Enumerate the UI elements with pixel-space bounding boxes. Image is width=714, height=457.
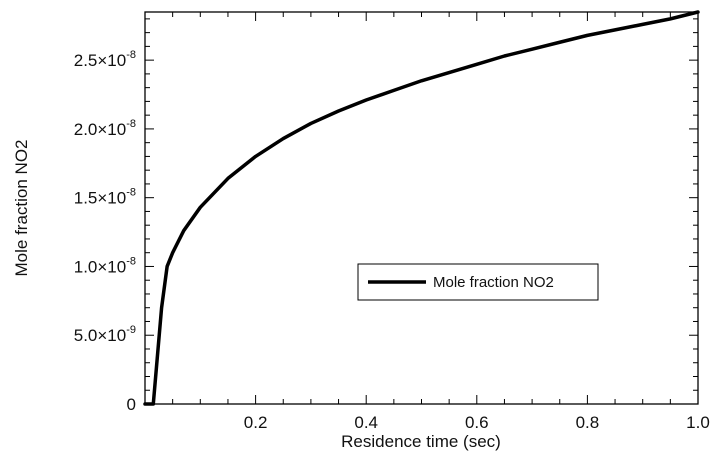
x-tick-label: 0.4 <box>354 413 378 432</box>
x-tick-labels: 0.2 0.4 0.6 0.8 1.0 <box>244 413 710 432</box>
x-tick-label: 0.6 <box>465 413 489 432</box>
y-tick-label: 5.0×10-9 <box>74 324 136 345</box>
ticks <box>145 12 698 404</box>
y-tick-label: 0 <box>127 395 136 414</box>
legend: Mole fraction NO2 <box>357 263 599 301</box>
y-tick-labels: 0 5.0×10-9 1.0×10-8 1.5×10-8 2.0×10-8 2.5×10-… <box>74 49 136 414</box>
x-tick-label: 0.8 <box>576 413 600 432</box>
y-tick-label: 2.5×10-8 <box>74 49 136 70</box>
series-layer <box>143 10 700 406</box>
legend-label: Mole fraction NO2 <box>433 274 554 291</box>
x-tick-label: 1.0 <box>686 413 710 432</box>
y-tick-label: 1.0×10-8 <box>74 255 136 276</box>
series-line <box>143 10 700 406</box>
y-tick-label: 2.0×10-8 <box>74 118 136 139</box>
x-axis-title: Residence time (sec) <box>341 432 501 451</box>
y-axis-title: Mole fraction NO2 <box>12 140 31 277</box>
y-tick-label: 1.5×10-8 <box>74 187 136 208</box>
plot-frame <box>144 11 699 405</box>
x-tick-label: 0.2 <box>244 413 268 432</box>
